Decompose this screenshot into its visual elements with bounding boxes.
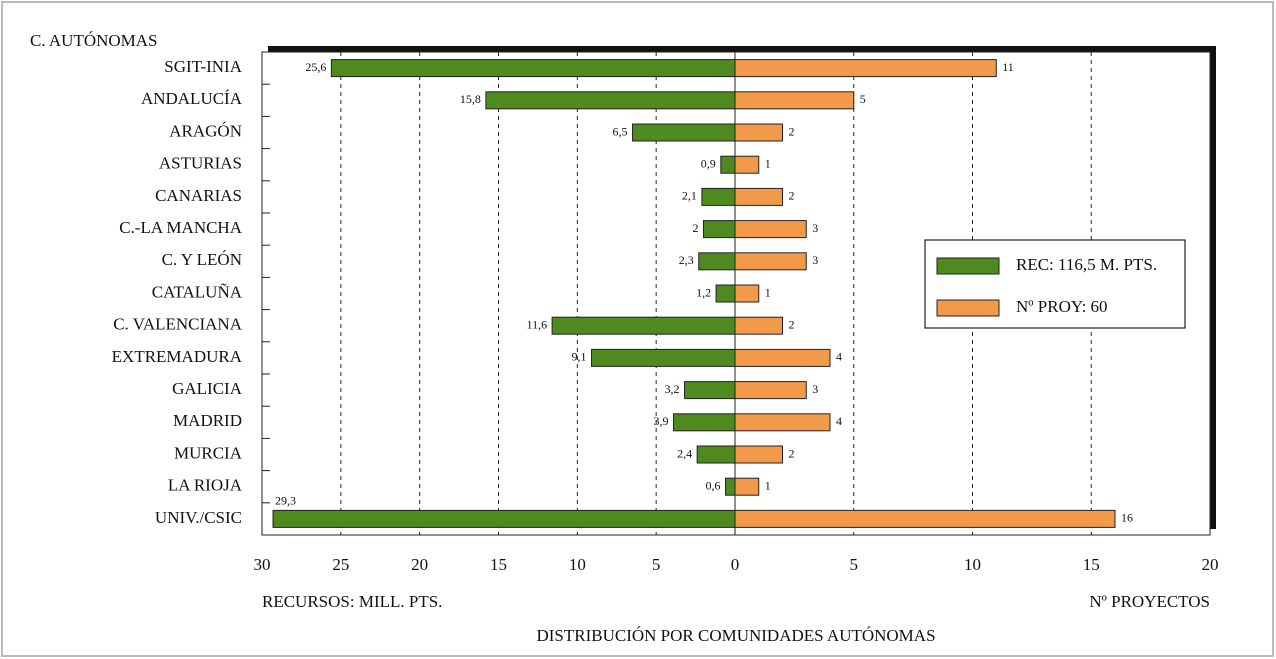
y-tick-label: CANARIAS bbox=[155, 186, 242, 205]
data-label: 9,1 bbox=[572, 350, 587, 364]
y-tick-label: GALICIA bbox=[172, 379, 243, 398]
x-tick-label: 5 bbox=[652, 555, 661, 574]
bar bbox=[702, 220, 736, 239]
data-label: 29,3 bbox=[275, 494, 296, 508]
bar bbox=[734, 413, 831, 432]
data-label: 11,6 bbox=[527, 317, 548, 331]
data-label: 2 bbox=[789, 124, 795, 138]
bar bbox=[734, 348, 831, 367]
bar bbox=[734, 284, 760, 303]
x-tick-label: 0 bbox=[731, 555, 740, 574]
x-tick-label: 20 bbox=[411, 555, 428, 574]
y-tick-label: EXTREMADURA bbox=[112, 347, 243, 366]
frame-shadow-top bbox=[268, 46, 1216, 52]
bar bbox=[698, 252, 736, 271]
data-label: 16 bbox=[1121, 511, 1133, 525]
data-label: 3 bbox=[812, 253, 818, 267]
y-tick-label: CATALUÑA bbox=[152, 282, 243, 301]
bar bbox=[720, 155, 736, 174]
data-label: 3,9 bbox=[654, 414, 669, 428]
bar bbox=[330, 59, 736, 78]
bar bbox=[734, 155, 760, 174]
y-tick-label: ASTURIAS bbox=[159, 154, 242, 173]
data-label: 5 bbox=[860, 92, 866, 106]
bar bbox=[734, 477, 760, 496]
data-label: 0,6 bbox=[706, 478, 721, 492]
x2-tick-label: 5 bbox=[850, 555, 859, 574]
data-label: 15,8 bbox=[460, 92, 481, 106]
data-label: 2,3 bbox=[679, 253, 694, 267]
data-label: 1,2 bbox=[696, 285, 711, 299]
data-label: 3,2 bbox=[665, 382, 680, 396]
x-tick-label: 10 bbox=[569, 555, 586, 574]
chart-title: DISTRIBUCIÓN POR COMUNIDADES AUTÓNOMAS bbox=[536, 626, 935, 645]
bar bbox=[734, 59, 997, 78]
data-label: 3 bbox=[812, 382, 818, 396]
data-label: 25,6 bbox=[305, 60, 326, 74]
y-tick-label: LA RIOJA bbox=[168, 476, 243, 495]
y-tick-label: MURCIA bbox=[174, 443, 243, 462]
bar bbox=[734, 509, 1116, 528]
bar bbox=[725, 477, 736, 496]
bar bbox=[632, 123, 736, 142]
bar bbox=[591, 348, 736, 367]
data-label: 0,9 bbox=[701, 156, 716, 170]
bar bbox=[696, 445, 736, 464]
data-label: 2 bbox=[692, 221, 698, 235]
data-label: 2,1 bbox=[682, 189, 697, 203]
legend-swatch bbox=[936, 257, 1000, 275]
y-tick-label: C. Y LEÓN bbox=[162, 250, 242, 269]
x-axis-title: RECURSOS: MILL. PTS. bbox=[262, 592, 442, 611]
x2-tick-label: 10 bbox=[964, 555, 981, 574]
data-label: 1 bbox=[765, 156, 771, 170]
x-tick-label: 30 bbox=[254, 555, 271, 574]
data-label: 6,5 bbox=[613, 124, 628, 138]
x-tick-label: 25 bbox=[332, 555, 349, 574]
bar bbox=[551, 316, 736, 335]
data-label: 1 bbox=[765, 478, 771, 492]
frame-shadow-right bbox=[1210, 46, 1216, 529]
y-tick-label: UNIV./CSIC bbox=[155, 508, 242, 527]
data-label: 2 bbox=[789, 446, 795, 460]
y-tick-label: C. VALENCIANA bbox=[113, 315, 242, 334]
data-label: 1 bbox=[765, 285, 771, 299]
y-tick-label: ANDALUCÍA bbox=[141, 89, 243, 108]
x2-tick-label: 15 bbox=[1083, 555, 1100, 574]
bar bbox=[701, 187, 736, 206]
bar bbox=[485, 91, 736, 110]
y-tick-label: SGIT-INIA bbox=[164, 57, 242, 76]
legend-label: REC: 116,5 M. PTS. bbox=[1016, 255, 1157, 274]
data-label: 2 bbox=[789, 317, 795, 331]
bar bbox=[684, 381, 736, 400]
y-axis-title: C. AUTÓNOMAS bbox=[30, 31, 158, 50]
y-tick-label: C.-LA MANCHA bbox=[119, 218, 243, 237]
bar bbox=[734, 123, 783, 142]
bar bbox=[734, 445, 783, 464]
y-tick-label: MADRID bbox=[173, 411, 242, 430]
data-label: 2 bbox=[789, 189, 795, 203]
bar bbox=[734, 252, 807, 271]
bar bbox=[734, 316, 783, 335]
bar bbox=[734, 91, 855, 110]
bar bbox=[272, 509, 736, 528]
data-label: 2,4 bbox=[677, 446, 692, 460]
x-tick-label: 15 bbox=[490, 555, 507, 574]
x2-tick-label: 20 bbox=[1202, 555, 1219, 574]
bar bbox=[715, 284, 736, 303]
data-label: 4 bbox=[836, 350, 842, 364]
legend-label: Nº PROY: 60 bbox=[1016, 297, 1108, 316]
bar bbox=[734, 187, 783, 206]
bar bbox=[734, 220, 807, 239]
legend-swatch bbox=[936, 299, 1000, 317]
data-label: 3 bbox=[812, 221, 818, 235]
data-label: 11 bbox=[1002, 60, 1014, 74]
bar bbox=[673, 413, 736, 432]
data-label: 4 bbox=[836, 414, 842, 428]
bar bbox=[734, 381, 807, 400]
y-tick-label: ARAGÓN bbox=[169, 121, 242, 140]
x2-axis-title: Nº PROYECTOS bbox=[1089, 592, 1210, 611]
